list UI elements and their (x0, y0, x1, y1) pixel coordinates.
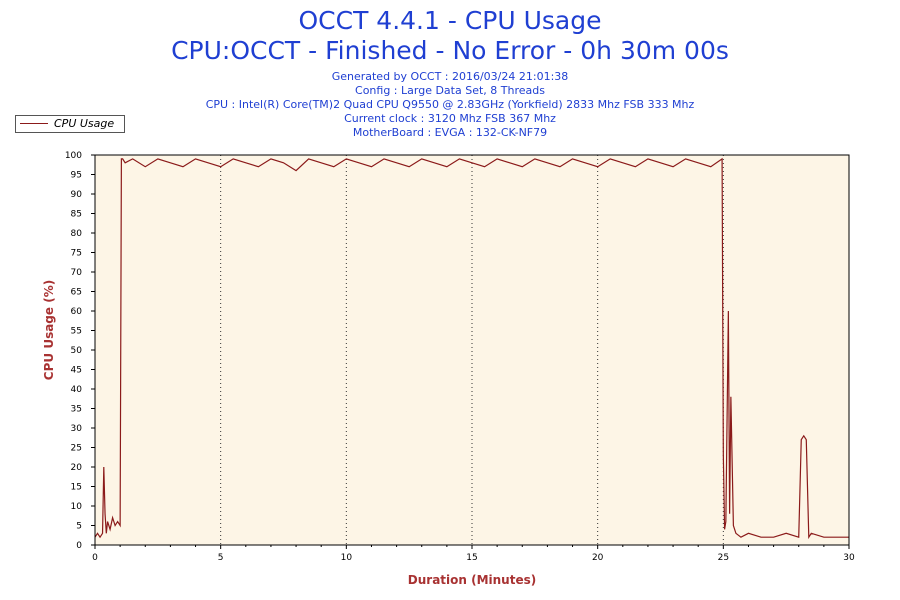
y-tick-label-13: 65 (71, 288, 82, 298)
info-motherboard: MotherBoard : EVGA : 132-CK-NF79 (352, 126, 548, 139)
x-tick-label-0: 0 (92, 553, 98, 563)
y-tick-label-8: 40 (71, 385, 83, 395)
y-tick-label-7: 35 (71, 405, 82, 415)
plot-area (95, 155, 849, 545)
y-tick-label-15: 75 (71, 249, 82, 259)
y-tick-label-9: 45 (71, 366, 82, 376)
y-tick-label-18: 90 (71, 190, 83, 200)
legend: CPU Usage (15, 115, 125, 133)
y-tick-label-4: 20 (71, 463, 83, 473)
y-tick-label-17: 85 (71, 210, 82, 220)
y-axis-ticks: 0 5 10 15 20 25 30 35 40 45 50 55 60 65 70 75 80 85 90 95 10… (65, 151, 95, 551)
x-tick-label-6: 30 (843, 553, 855, 563)
y-tick-label-11: 55 (71, 327, 82, 337)
y-tick-label-1: 5 (76, 522, 82, 532)
y-tick-label-20: 100 (65, 151, 82, 161)
legend-label: CPU Usage (54, 117, 115, 130)
y-axis-title: CPU Usage (%) (42, 280, 56, 380)
legend-swatch (20, 123, 48, 124)
y-tick-label-6: 30 (71, 424, 83, 434)
series-line-cpu-usage (94, 157, 849, 540)
y-tick-label-0: 0 (76, 541, 82, 551)
y-tick-label-12: 60 (71, 307, 83, 317)
chart-title: OCCT 4.4.1 - CPU Usage (298, 6, 602, 35)
info-cpu: CPU : Intel(R) Core(TM)2 Quad CPU Q9550 … (205, 98, 695, 111)
info-config: Config : Large Data Set, 8 Threads (355, 84, 545, 97)
x-axis-ticks: 0 5 10 15 20 25 30 (92, 545, 855, 563)
x-tick-label-5: 25 (718, 553, 729, 563)
x-tick-label-1: 5 (218, 553, 224, 563)
y-tick-label-2: 10 (71, 502, 83, 512)
chart-subtitle: CPU:OCCT - Finished - No Error - 0h 30m … (171, 36, 729, 65)
x-tick-label-2: 10 (341, 553, 353, 563)
x-tick-label-3: 15 (466, 553, 477, 563)
info-clock: Current clock : 3120 Mhz FSB 367 Mhz (344, 112, 556, 125)
y-tick-label-14: 70 (71, 268, 83, 278)
y-tick-label-19: 95 (71, 171, 82, 181)
x-axis-title: Duration (Minutes) (408, 573, 536, 587)
y-tick-label-10: 50 (71, 346, 83, 356)
y-tick-label-16: 80 (71, 229, 83, 239)
y-tick-label-3: 15 (71, 483, 82, 493)
x-tick-label-4: 20 (592, 553, 604, 563)
y-tick-label-5: 25 (71, 444, 82, 454)
info-generated: Generated by OCCT : 2016/03/24 21:01:38 (331, 70, 569, 83)
